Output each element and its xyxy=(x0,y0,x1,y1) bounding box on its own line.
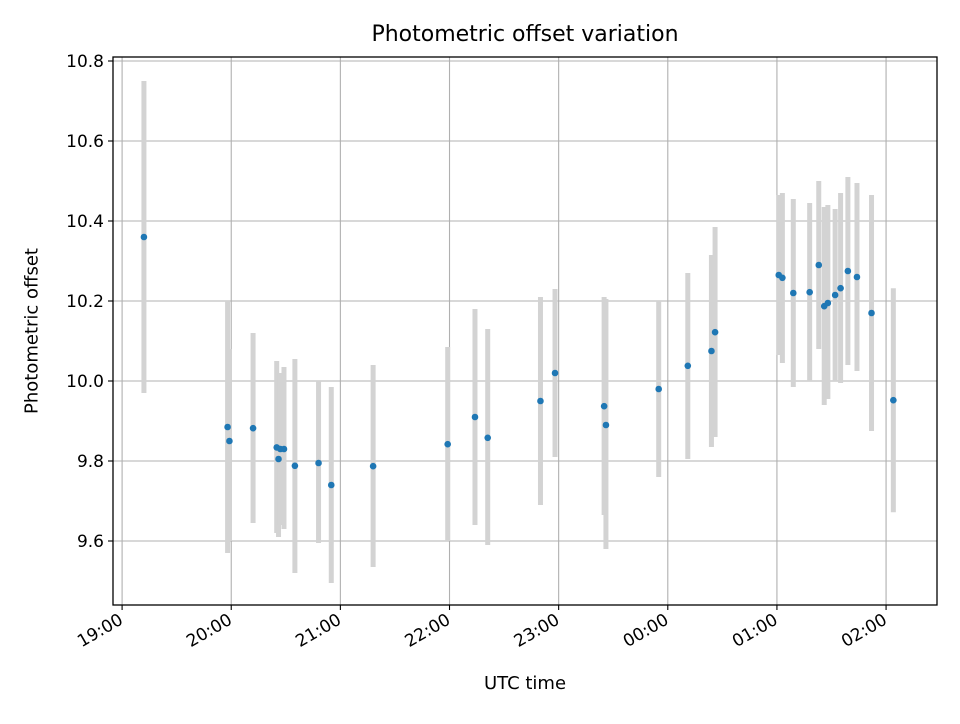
x-tick-label: 19:00 xyxy=(74,610,126,652)
y-tick-label: 9.8 xyxy=(77,452,104,472)
data-point xyxy=(815,261,823,269)
y-axis: 9.6 9.8 10.0 10.2 10.4 10.6 10.8 xyxy=(66,52,113,552)
data-point xyxy=(708,347,715,355)
data-point xyxy=(844,267,852,275)
x-tick-label: 20:00 xyxy=(183,610,235,652)
data-point xyxy=(471,413,479,421)
data-point xyxy=(291,462,299,470)
x-axis-label: UTC time xyxy=(483,673,567,694)
data-point xyxy=(275,455,282,463)
data-point xyxy=(824,299,832,307)
x-axis: 19:00 20:00 21:00 22:00 23:00 00:00 01:00 02:00 xyxy=(74,605,891,652)
y-tick-label: 10.6 xyxy=(66,132,104,152)
data-point xyxy=(280,445,288,453)
data-point xyxy=(369,462,377,470)
data-point xyxy=(226,437,233,445)
plot-frame xyxy=(112,56,938,606)
data-point xyxy=(315,459,322,467)
data-point xyxy=(551,369,559,377)
data-point xyxy=(600,402,608,410)
x-tick-label: 21:00 xyxy=(292,610,344,652)
data-point xyxy=(249,424,257,432)
x-tick-label: 02:00 xyxy=(838,610,890,652)
data-point xyxy=(837,284,844,292)
data-point xyxy=(537,397,544,405)
data-point xyxy=(602,421,610,429)
y-tick-label: 10.4 xyxy=(66,212,104,232)
data-point xyxy=(779,274,786,282)
x-tick-label: 23:00 xyxy=(511,610,563,652)
data-point xyxy=(140,233,148,241)
y-tick-label: 10.2 xyxy=(66,292,104,312)
data-point xyxy=(868,309,875,317)
data-point xyxy=(224,423,231,431)
data-point xyxy=(890,396,897,404)
y-tick-label: 10.8 xyxy=(66,52,104,72)
plot-area-background xyxy=(113,57,937,605)
x-tick-label: 00:00 xyxy=(620,610,672,652)
y-tick-label: 10.0 xyxy=(66,372,104,392)
data-point xyxy=(484,434,492,442)
data-point xyxy=(806,288,813,296)
data-point xyxy=(444,440,451,448)
data-points xyxy=(140,233,897,489)
chart-title: Photometric offset variation xyxy=(371,22,679,47)
data-point xyxy=(684,362,692,370)
data-point xyxy=(655,385,662,393)
data-point xyxy=(327,481,335,489)
x-tick-label: 22:00 xyxy=(402,610,454,652)
y-tick-label: 9.6 xyxy=(77,532,104,552)
data-point xyxy=(831,291,839,299)
y-axis-label: Photometric offset xyxy=(21,248,43,414)
data-point xyxy=(711,328,719,336)
data-point xyxy=(853,273,861,281)
data-point xyxy=(790,289,797,297)
x-tick-label: 01:00 xyxy=(729,610,781,652)
